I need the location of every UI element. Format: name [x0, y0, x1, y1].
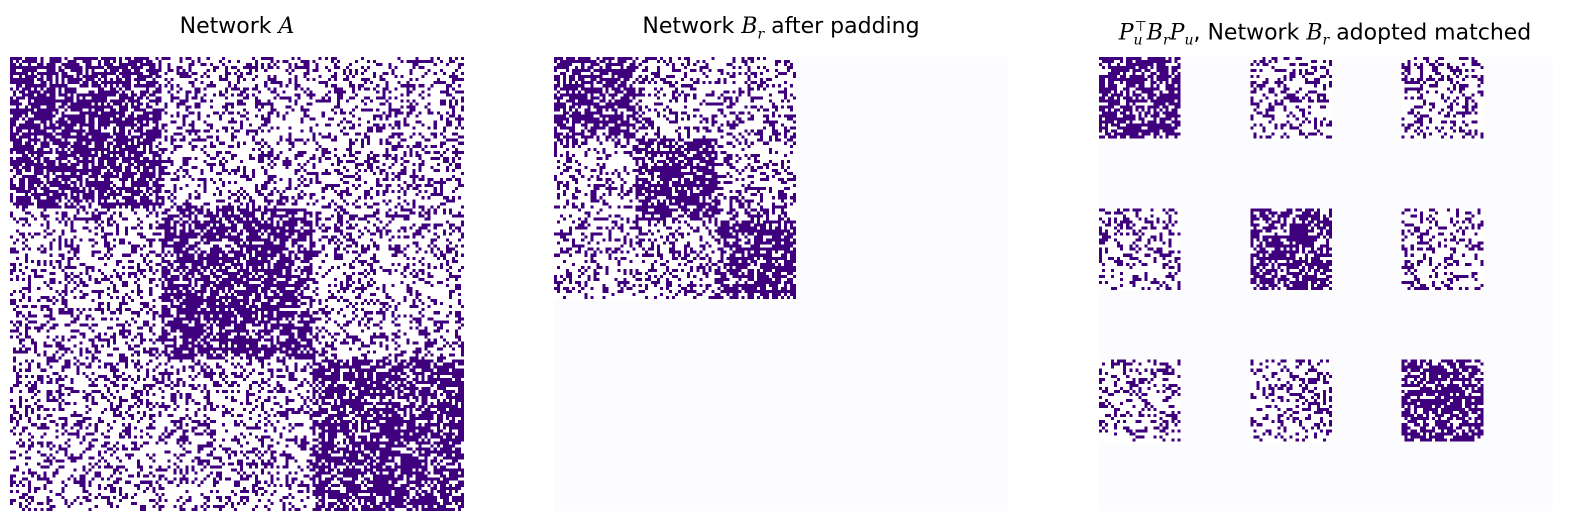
heatmap-network-br-padded: [554, 57, 1008, 511]
panel-title-network-br-matched: Pu⊤BrPu, Network Br adopted matched: [1118, 19, 1532, 49]
heatmap-network-a: [10, 57, 464, 511]
panel-title-network-a: Network A: [179, 14, 295, 39]
heatmap-network-br-matched: [1099, 57, 1553, 511]
panel-title-network-br-padded: Network Br after padding: [642, 14, 920, 43]
